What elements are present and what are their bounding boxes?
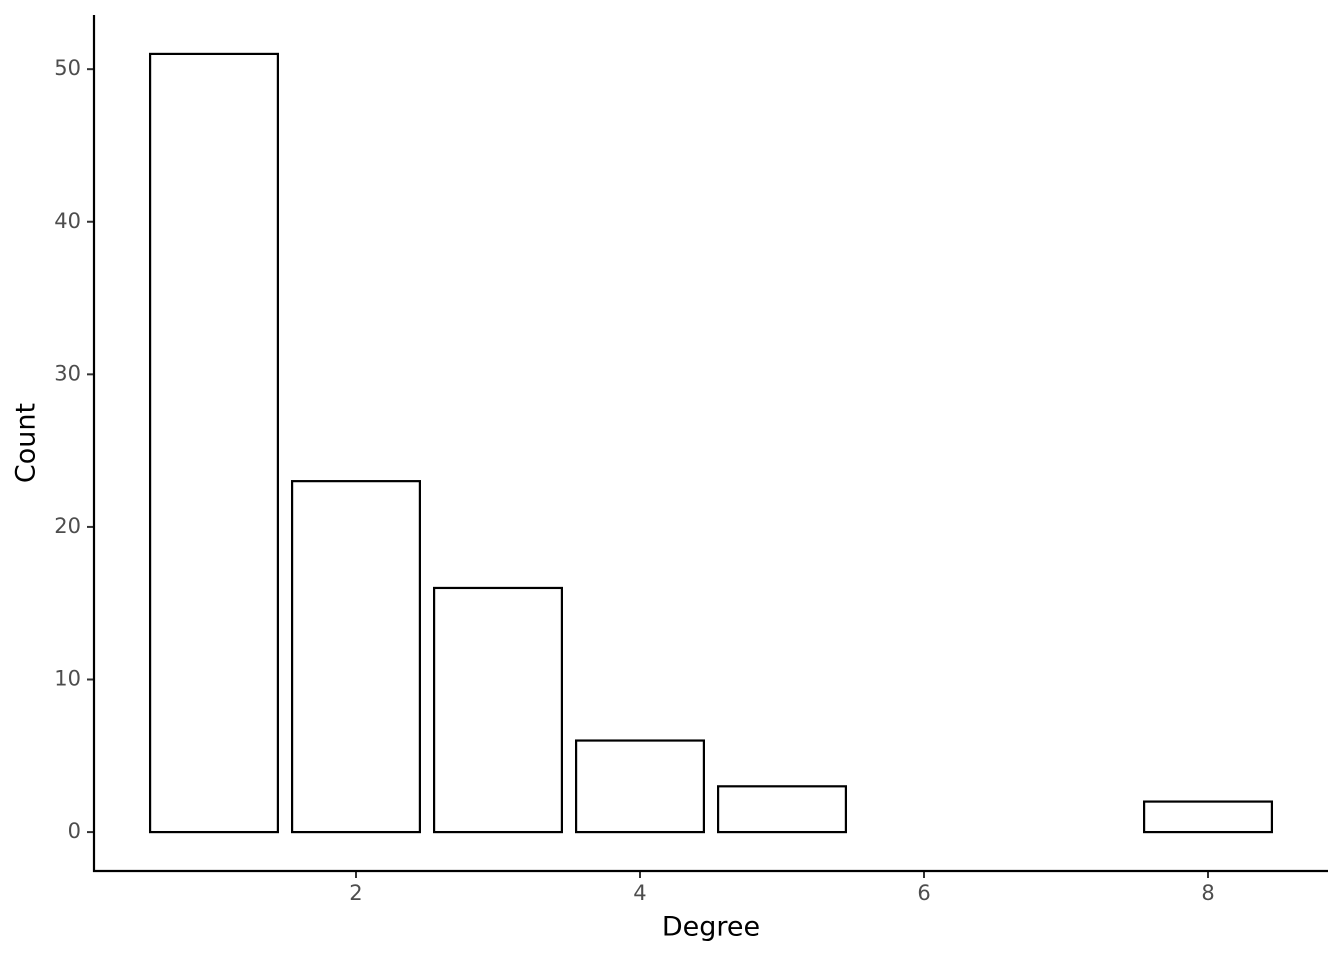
- bar: [574, 739, 705, 834]
- y-axis-title: Count: [11, 403, 42, 483]
- y-tick-label: 10: [54, 667, 81, 691]
- x-tick-label: 6: [917, 881, 930, 905]
- x-tick-label: 8: [1201, 881, 1214, 905]
- y-tick-label: 30: [54, 361, 81, 385]
- y-tick-label: 20: [54, 514, 81, 538]
- bar: [717, 785, 848, 834]
- bar: [1143, 800, 1274, 834]
- x-axis-title: Degree: [662, 912, 760, 943]
- x-tick-label: 2: [349, 881, 362, 905]
- bar: [148, 52, 279, 834]
- bar: [432, 586, 563, 834]
- y-tick-label: 50: [54, 56, 81, 80]
- x-tick-label: 4: [633, 881, 646, 905]
- y-tick-label: 0: [68, 819, 81, 843]
- bar: [290, 480, 421, 834]
- y-tick-label: 40: [54, 209, 81, 233]
